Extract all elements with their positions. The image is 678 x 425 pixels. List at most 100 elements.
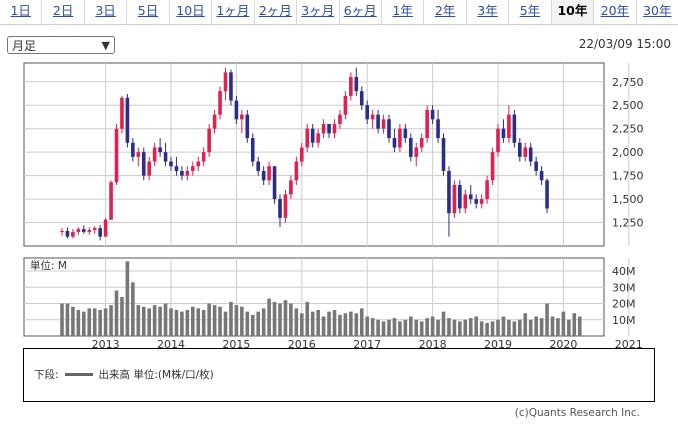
volume-bar (169, 308, 173, 336)
volume-bar (387, 319, 391, 336)
legend-volume-swatch (64, 373, 93, 376)
tab-9[interactable]: 1年 (382, 0, 425, 24)
price-tick-label: 2,750 (612, 76, 644, 89)
tab-15[interactable]: 30年 (643, 3, 672, 18)
volume-bar (479, 321, 484, 336)
tab-12[interactable]: 5年 (509, 0, 552, 24)
candle-body (316, 133, 320, 143)
candle-body (419, 138, 424, 148)
volume-bar (158, 306, 162, 336)
candle-body (201, 152, 206, 162)
price-tick-label: 2,250 (612, 123, 644, 136)
candle-body (169, 161, 173, 167)
tab-10[interactable]: 2年 (424, 0, 467, 24)
tab-4[interactable]: 10日 (170, 0, 213, 24)
tab-7[interactable]: 3ヶ月 (297, 0, 340, 24)
candle-body (272, 166, 277, 200)
candle-body (65, 230, 70, 237)
candle-body (234, 100, 239, 120)
candle-body (256, 161, 260, 171)
candle-body (158, 147, 162, 153)
volume-bar (316, 310, 320, 336)
volume-bar (419, 321, 424, 336)
x-tick-label: 2014 (157, 338, 185, 351)
volume-bar (245, 311, 250, 336)
candle-body (240, 114, 244, 120)
candle-body (185, 170, 190, 176)
x-tick-label: 2020 (549, 338, 577, 351)
volume-bar (534, 316, 538, 336)
volume-bar (240, 306, 244, 336)
candle-body (545, 180, 549, 209)
volume-bar (343, 313, 348, 336)
volume-bar (512, 321, 517, 336)
candle-body (261, 170, 266, 181)
tab-13[interactable]: 10年 (551, 0, 595, 24)
tab-2[interactable]: 3日 (85, 0, 128, 24)
candle-body (283, 194, 288, 218)
volume-bar (507, 319, 511, 336)
candle-body (403, 128, 408, 139)
volume-bar (447, 318, 451, 336)
volume-bar (496, 319, 500, 336)
tab-3[interactable]: 5日 (127, 0, 170, 24)
volume-bar (256, 311, 260, 336)
volume-bar (278, 303, 282, 336)
candle-body (501, 128, 506, 139)
volume-bar (528, 319, 533, 336)
candle-body (131, 142, 135, 157)
tab-14[interactable]: 20年 (594, 0, 637, 24)
candle-body (430, 109, 435, 120)
tab-11[interactable]: 3年 (467, 0, 510, 24)
volume-bar (163, 303, 168, 336)
volume-bar (289, 303, 293, 336)
x-tick-label: 2013 (92, 338, 120, 351)
candle-body (490, 152, 495, 181)
volume-bar (300, 313, 304, 336)
legend-prefix: 下段: (34, 369, 59, 381)
tab-5[interactable]: 1ヶ月 (212, 0, 255, 24)
volume-bar (283, 300, 288, 336)
candle-body (436, 119, 440, 139)
candle-body (98, 228, 102, 237)
candle-body (496, 128, 500, 153)
volume-bar (572, 313, 577, 336)
candle-body (539, 170, 544, 181)
tab-8[interactable]: 6ヶ月 (340, 0, 382, 24)
interval-select[interactable]: 月足 ▼ (7, 36, 115, 54)
volume-bar (321, 316, 326, 336)
candle-body (60, 230, 64, 232)
volume-bar (376, 319, 380, 336)
tab-0[interactable]: 1日 (0, 0, 43, 24)
candle-body (289, 180, 293, 195)
tab-6[interactable]: 2ヶ月 (255, 0, 298, 24)
volume-bar (523, 313, 528, 336)
candle-body (141, 152, 146, 176)
volume-bar (436, 319, 440, 336)
volume-tick-label: 30M (612, 281, 636, 294)
candle-body (463, 194, 468, 209)
data-timestamp: 22/03/09 15:00 (578, 37, 671, 51)
candle-body (398, 128, 402, 148)
volume-bar (201, 310, 206, 336)
candle-body (120, 97, 124, 129)
volume-bar (131, 282, 135, 336)
volume-bar (185, 310, 190, 336)
volume-bar (234, 305, 239, 336)
interval-select-value: 月足 (12, 39, 37, 53)
candle-body (278, 199, 282, 218)
volume-bar (261, 308, 266, 336)
candle-body (207, 128, 211, 153)
price-tick-label: 2,500 (612, 99, 644, 112)
candle-body (163, 152, 168, 162)
candle-body (370, 114, 375, 120)
candle-body (381, 119, 386, 129)
candle-body (125, 97, 130, 143)
candle-body (103, 219, 108, 237)
candle-body (218, 91, 222, 115)
candle-body (136, 152, 141, 157)
volume-bar (518, 319, 522, 336)
candle-body (267, 166, 271, 181)
tab-1[interactable]: 2日 (42, 0, 85, 24)
